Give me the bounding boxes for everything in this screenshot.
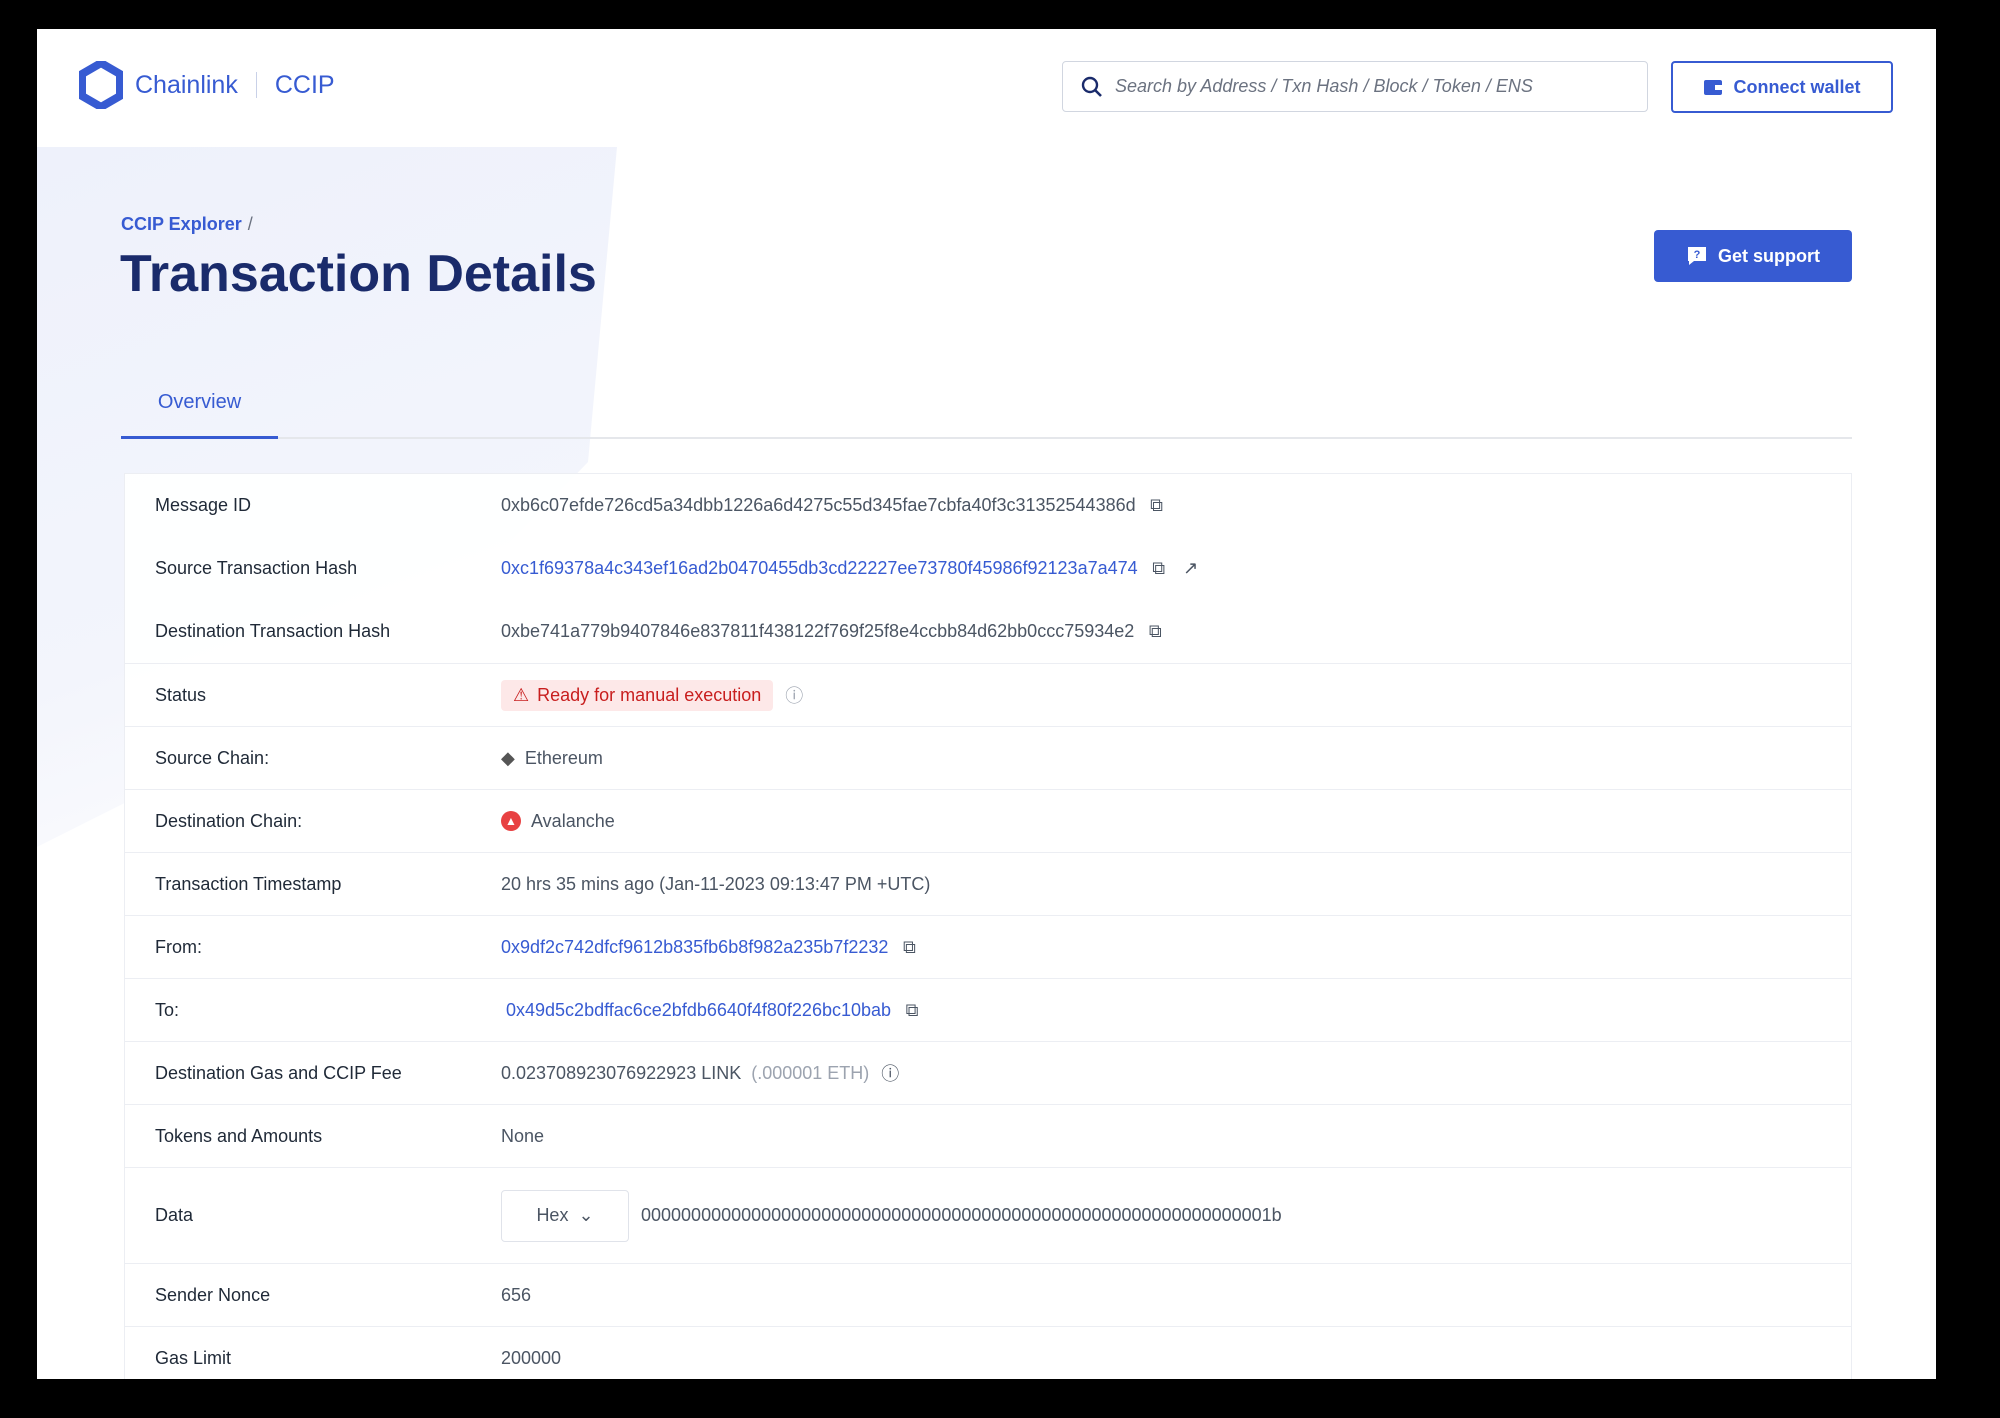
product-name: CCIP — [274, 70, 335, 99]
info-icon[interactable]: ⓘ — [785, 686, 804, 706]
label: To: — [155, 999, 180, 1020]
row-timestamp: Transaction Timestamp 20 hrs 35 mins ago … — [125, 852, 1851, 915]
data-format-value: Hex — [536, 1205, 569, 1225]
label: From: — [155, 936, 202, 957]
label: Tokens and Amounts — [155, 1125, 323, 1146]
row-message-id: Message ID 0xb6c07efde726cd5a34dbb1226a6d… — [125, 474, 1851, 537]
info-icon[interactable]: ⓘ — [881, 1064, 900, 1084]
label: Destination Chain: — [155, 810, 303, 831]
page-title: Transaction Details — [120, 245, 597, 303]
copy-icon[interactable]: ⧉ — [1152, 558, 1166, 578]
label: Data — [155, 1205, 194, 1225]
data-format-select[interactable]: Hex ⌄ — [501, 1189, 629, 1242]
search-box[interactable] — [1062, 61, 1648, 112]
message-id-value: 0xb6c07efde726cd5a34dbb1226a6d4275c55d34… — [501, 495, 1136, 515]
avalanche-icon: ▲ — [501, 811, 521, 831]
source-chain-value: Ethereum — [524, 747, 603, 768]
dest-chain-value: Avalanche — [531, 810, 615, 831]
fee-value: 0.023708923076922923 LINK — [501, 1062, 742, 1083]
copy-icon[interactable]: ⧉ — [1150, 495, 1164, 515]
row-data: Data Hex ⌄ 00000000000000000000000000000000… — [125, 1167, 1851, 1263]
search-input[interactable] — [1115, 76, 1635, 97]
svg-text:?: ? — [1694, 249, 1701, 261]
label: Destination Gas and CCIP Fee — [155, 1062, 402, 1083]
wallet-icon — [1704, 80, 1723, 95]
row-source-tx: Source Transaction Hash 0xc1f69378a4c343e… — [125, 537, 1851, 600]
row-gas-limit: Gas Limit 200000 — [125, 1326, 1851, 1379]
dest-tx-value: 0xbe741a779b9407846e837811f438122f769f25… — [501, 621, 1135, 641]
ethereum-icon: ◆ — [501, 747, 515, 768]
connect-wallet-label: Connect wallet — [1733, 76, 1861, 97]
connect-wallet-button[interactable]: Connect wallet — [1671, 61, 1893, 113]
label: Source Transaction Hash — [155, 558, 358, 578]
label: Gas Limit — [155, 1347, 232, 1368]
tab-bar: Overview — [121, 379, 1852, 439]
status-text: Ready for manual execution — [537, 684, 762, 705]
help-chat-icon: ? — [1688, 247, 1706, 265]
copy-icon[interactable]: ⧉ — [902, 936, 916, 957]
from-address-link[interactable]: 0x9df2c742dfcf9612b835fb6b8f982a235b7f22… — [501, 936, 889, 957]
label: Source Chain: — [155, 747, 270, 768]
nonce-value: 656 — [501, 1284, 532, 1305]
breadcrumb-root[interactable]: CCIP Explorer — [121, 214, 242, 234]
get-support-label: Get support — [1718, 245, 1820, 266]
chevron-down-icon: ⌄ — [578, 1205, 594, 1225]
timestamp-value: 20 hrs 35 mins ago (Jan-11-2023 09:13:47… — [501, 873, 931, 894]
to-address-link[interactable]: 0x49d5c2bdffac6ce2bfdb6640f4f80f226bc10b… — [506, 999, 892, 1020]
search-icon — [1081, 76, 1102, 97]
chainlink-hexagon-icon — [79, 61, 123, 109]
label: Transaction Timestamp — [155, 873, 342, 894]
brand-name: Chainlink — [135, 70, 238, 99]
tokens-value: None — [501, 1125, 545, 1146]
label: Status — [155, 684, 207, 705]
get-support-button[interactable]: ? Get support — [1654, 230, 1852, 282]
row-from: From: 0x9df2c742dfcf9612b835fb6b8f982a235… — [125, 915, 1851, 978]
details-table: Message ID 0xb6c07efde726cd5a34dbb1226a6d… — [124, 473, 1852, 1379]
row-dest-tx: Destination Transaction Hash 0xbe741a779b… — [125, 600, 1851, 663]
gas-limit-value: 200000 — [501, 1347, 562, 1368]
source-tx-link[interactable]: 0xc1f69378a4c343ef16ad2b0470455db3cd2222… — [501, 558, 1138, 578]
data-value: 0000000000000000000000000000000000000000… — [641, 1205, 1282, 1225]
row-dest-chain: Destination Chain: ▲ Avalanche — [125, 789, 1851, 852]
label: Destination Transaction Hash — [155, 621, 391, 641]
page: Chainlink CCIP Connect wallet CCIP Explo… — [37, 29, 1936, 1379]
breadcrumb-separator: / — [247, 214, 253, 234]
fee-eth-value: (.000001 ETH) — [751, 1062, 870, 1083]
divider — [255, 72, 257, 98]
logo[interactable]: Chainlink CCIP — [79, 61, 335, 109]
external-link-icon[interactable]: ↗ — [1183, 558, 1199, 578]
warning-icon: ⚠ — [513, 684, 530, 705]
copy-icon[interactable]: ⧉ — [1148, 621, 1162, 641]
copy-icon[interactable]: ⧉ — [905, 999, 919, 1020]
row-fee: Destination Gas and CCIP Fee 0.0237089230… — [125, 1041, 1851, 1104]
row-tokens: Tokens and Amounts None — [125, 1104, 1851, 1167]
breadcrumb: CCIP Explorer / — [121, 214, 253, 235]
status-badge: ⚠ Ready for manual execution — [501, 679, 774, 711]
tab-overview[interactable]: Overview — [121, 379, 278, 439]
row-source-chain: Source Chain: ◆ Ethereum — [125, 726, 1851, 789]
label: Sender Nonce — [155, 1284, 271, 1305]
row-nonce: Sender Nonce 656 — [125, 1263, 1851, 1326]
row-to: To: 0x49d5c2bdffac6ce2bfdb6640f4f80f226bc… — [125, 978, 1851, 1041]
row-status: Status ⚠ Ready for manual execution ⓘ — [125, 663, 1851, 726]
label: Message ID — [155, 495, 252, 515]
